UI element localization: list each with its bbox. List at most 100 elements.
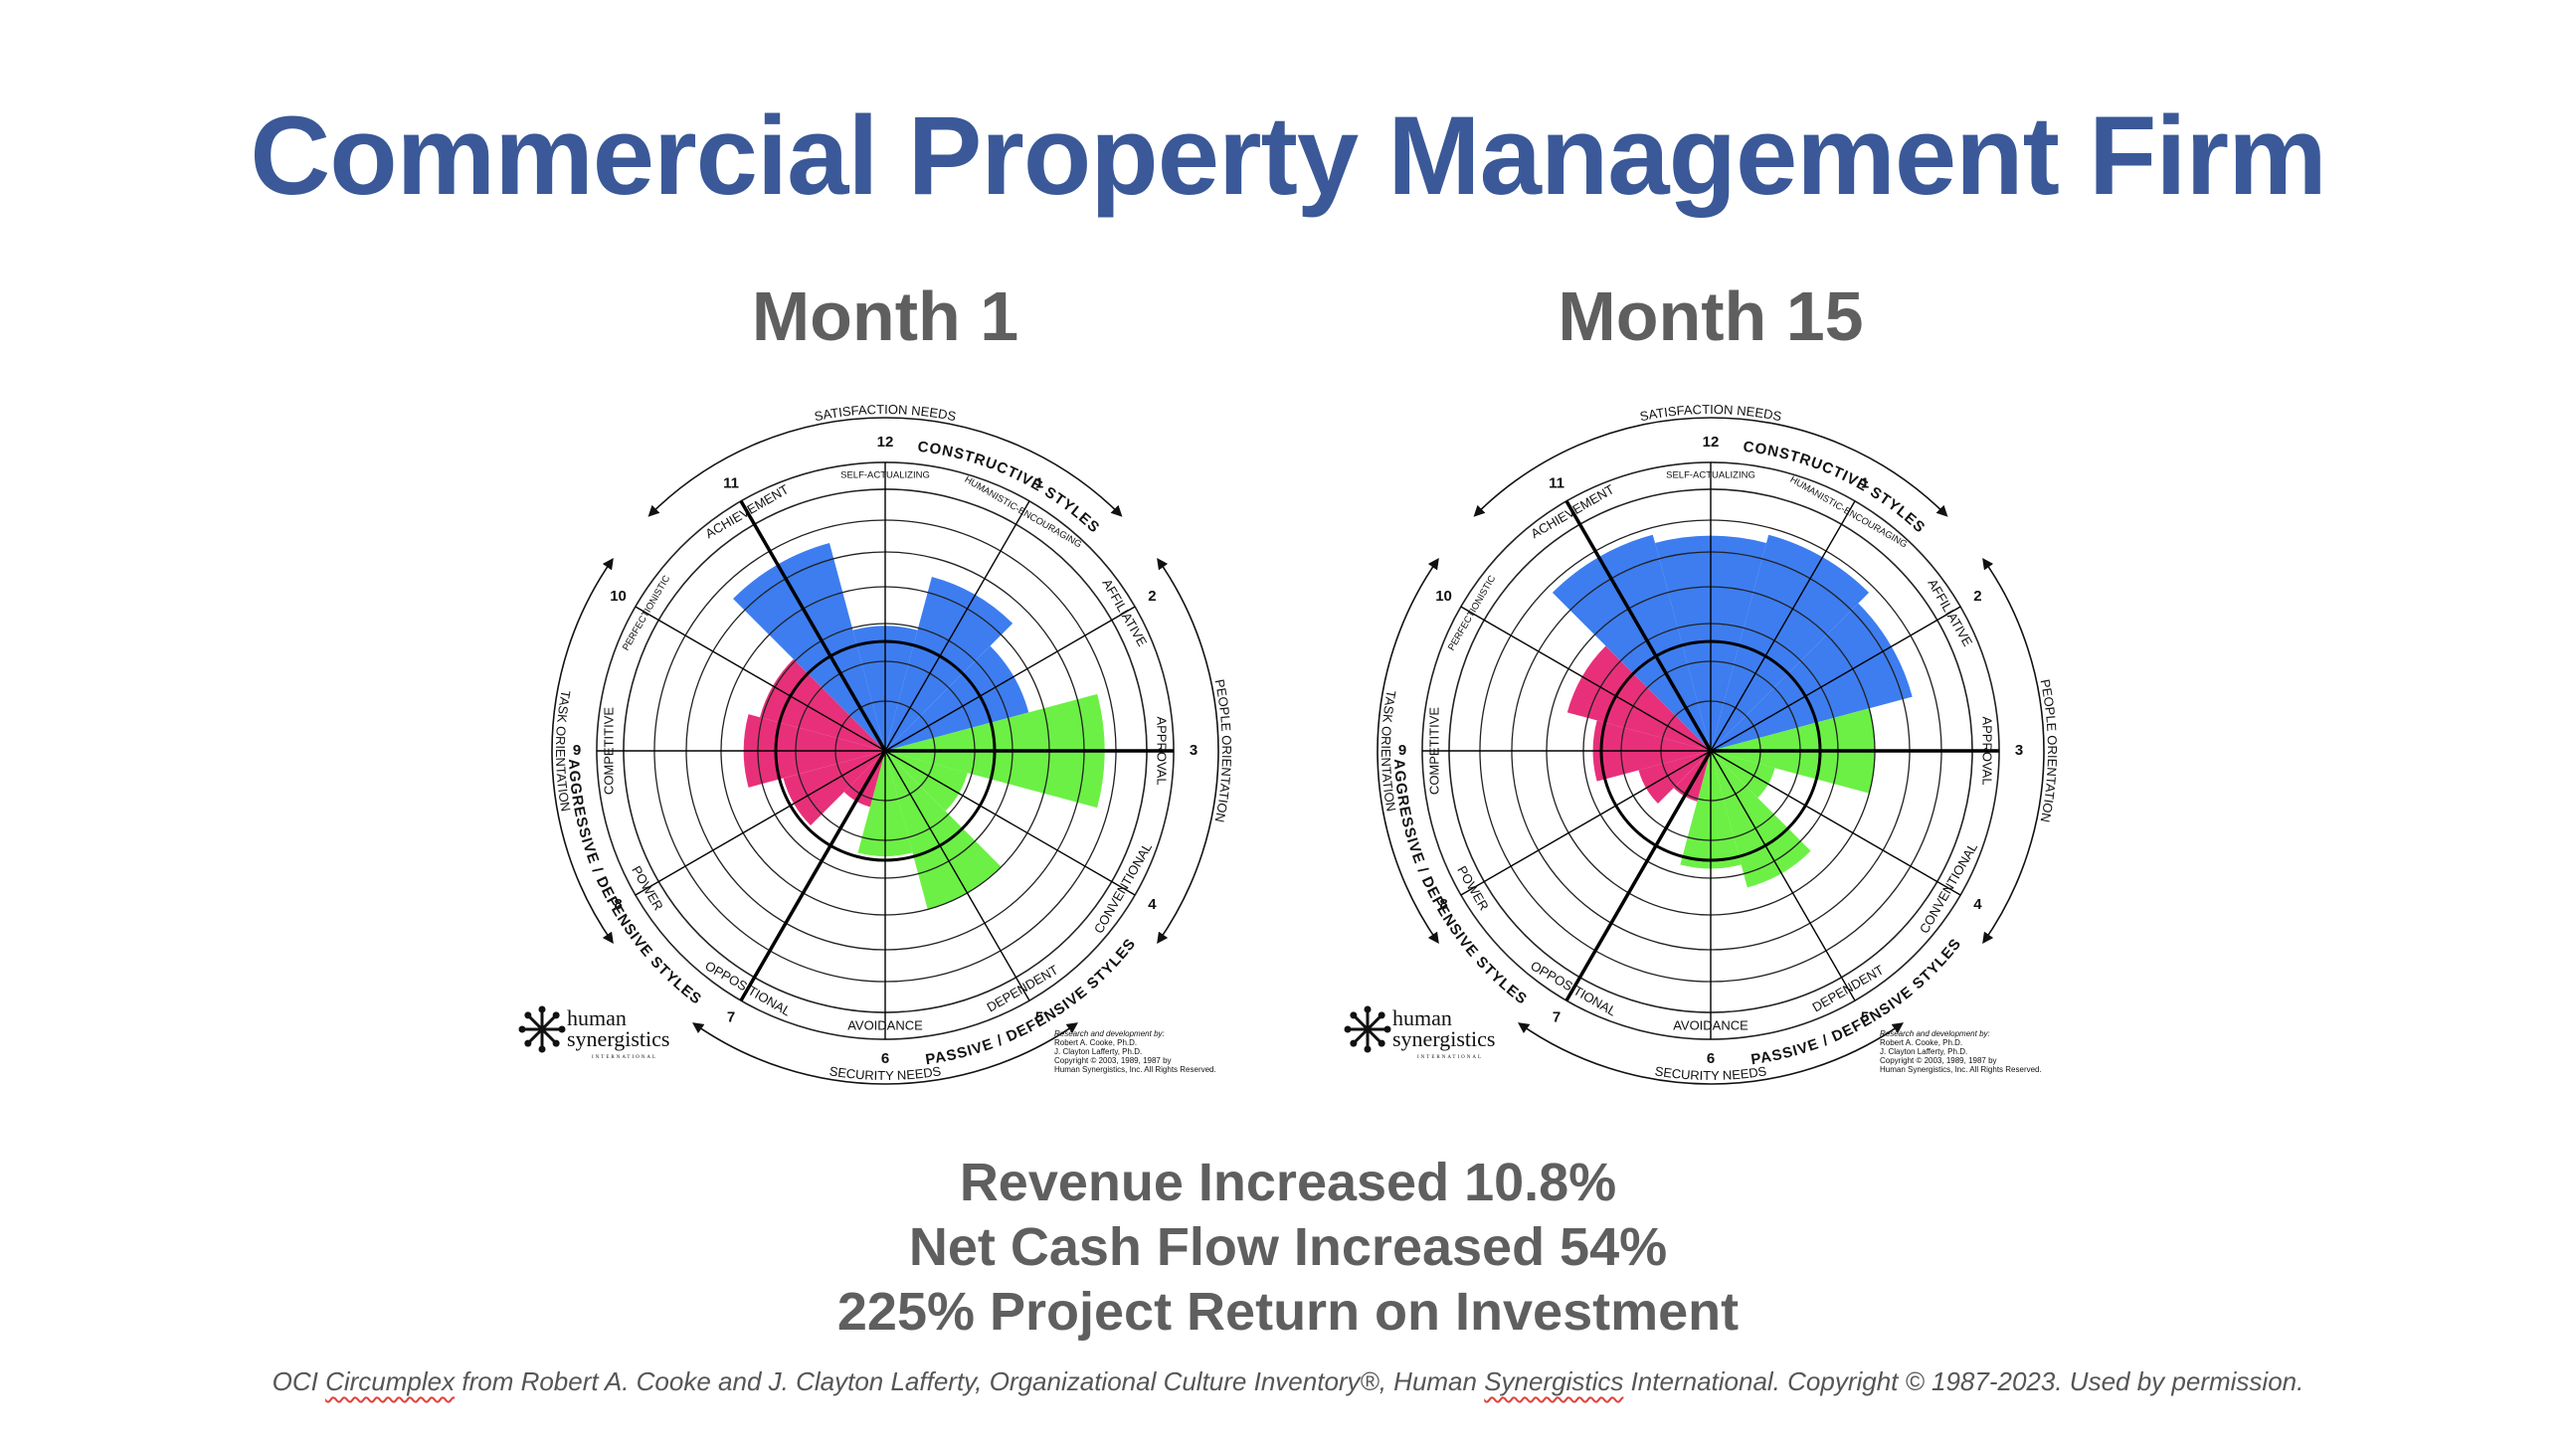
- style-label-4: CONVENTIONAL: [1091, 840, 1155, 936]
- style-divider: [635, 750, 886, 896]
- style-label-12: SELF-ACTUALIZING: [1666, 470, 1755, 481]
- satisfaction-needs-label: SATISFACTION NEEDS: [813, 402, 958, 424]
- style-number-6: 6: [1707, 1050, 1715, 1067]
- style-number-3: 3: [2015, 742, 2023, 759]
- style-divider: [884, 606, 1136, 752]
- grid-ring: [1620, 660, 1801, 841]
- style-label-6: AVOIDANCE: [1673, 1017, 1748, 1032]
- credit-line: Human Synergistics, Inc. All Rights Rese…: [1880, 1065, 2042, 1074]
- style-number-7: 7: [727, 1008, 735, 1025]
- cluster-divider: [739, 499, 887, 752]
- style-divider: [1710, 750, 1961, 896]
- style-number-11: 11: [1549, 475, 1564, 492]
- people-orientation-label: PEOPLE ORIENTATION: [2038, 678, 2060, 823]
- style-divider: [1710, 500, 1856, 752]
- circumplex-chart-month-15: HUMANISTIC-ENCOURAGING1AFFILIATIVE2APPRO…: [1344, 402, 2060, 1085]
- footer-citation: OCI Circumplex from Robert A. Cooke and …: [272, 1366, 2304, 1396]
- style-number-4: 4: [1973, 896, 1982, 913]
- people-orientation-arrow: [1982, 558, 2045, 944]
- circumplex-chart-month-1: HUMANISTIC-ENCOURAGING1AFFILIATIVE2APPRO…: [518, 402, 1234, 1085]
- style-label-3: APPROVAL: [1980, 716, 1995, 785]
- month-15-title: Month 15: [1558, 277, 1864, 355]
- credit-line: Research and development by:: [1880, 1029, 1990, 1038]
- median-ring: [774, 639, 997, 862]
- security-needs-arrow: [692, 1022, 1078, 1085]
- style-number-1: 1: [1861, 475, 1869, 492]
- grid-ring: [1546, 586, 1876, 916]
- style-divider: [596, 750, 886, 752]
- bar-style-4: [1711, 751, 1775, 799]
- cluster-divider: [739, 750, 887, 1002]
- aggressive-defensive-styles-label: AGGRESSIVE / DEFENSIVE STYLES: [1390, 759, 1531, 1008]
- style-number-10: 10: [1435, 588, 1452, 605]
- style-number-10: 10: [610, 588, 627, 605]
- satisfaction-needs-arrow: [1473, 417, 1948, 517]
- style-label-9: COMPETITIVE: [1426, 707, 1441, 795]
- grid-ring: [720, 586, 1050, 916]
- outer-ring: [623, 488, 1148, 1013]
- bar-style-10: [760, 658, 885, 751]
- style-number-11: 11: [723, 475, 739, 492]
- cluster-divider: [1564, 499, 1713, 752]
- security-needs-label: SECURITY NEEDS: [828, 1063, 943, 1083]
- style-label-3: APPROVAL: [1155, 716, 1170, 785]
- cluster-divider: [884, 749, 1174, 753]
- people-orientation-label: PEOPLE ORIENTATION: [1212, 678, 1234, 823]
- style-divider: [635, 606, 886, 752]
- style-label-11: ACHIEVEMENT: [1529, 481, 1617, 541]
- style-label-4: CONVENTIONAL: [1917, 840, 1980, 936]
- bar-style-8: [1638, 751, 1711, 805]
- style-divider: [1421, 750, 1712, 752]
- grid-ring: [1660, 700, 1761, 802]
- style-divider: [884, 500, 1030, 752]
- bar-style-11: [733, 543, 885, 751]
- style-label-10: PERFECTIONISTIC: [1446, 574, 1498, 653]
- bar-style-7: [843, 751, 885, 808]
- satisfaction-needs-label: SATISFACTION NEEDS: [1638, 402, 1783, 424]
- task-orientation-label: TASK ORIENTATION: [553, 689, 574, 813]
- style-divider: [1460, 606, 1712, 752]
- result-roi: 225% Project Return on Investment: [836, 1282, 1740, 1342]
- outer-ring: [1448, 488, 1973, 1013]
- cluster-divider: [1710, 749, 1999, 753]
- style-label-8: POWER: [629, 863, 666, 913]
- bar-style-4: [885, 751, 968, 812]
- style-number-1: 1: [1035, 475, 1043, 492]
- grid-ring: [1479, 519, 1942, 983]
- bar-style-2: [1711, 603, 1913, 751]
- grid-ring: [757, 623, 1013, 879]
- style-number-5: 5: [1861, 1008, 1869, 1025]
- credit-line: Robert A. Cooke, Ph.D.: [1054, 1038, 1137, 1047]
- style-divider: [1460, 750, 1712, 896]
- cluster-divider: [1564, 750, 1713, 1002]
- style-number-12: 12: [1703, 434, 1720, 451]
- people-orientation-arrow: [1157, 558, 1219, 944]
- style-number-9: 9: [1398, 742, 1406, 759]
- style-divider: [884, 750, 1030, 1001]
- style-divider: [884, 750, 1136, 896]
- security-needs-arrow: [1518, 1022, 1904, 1085]
- task-orientation-label: TASK ORIENTATION: [1379, 689, 1399, 813]
- style-number-3: 3: [1190, 742, 1197, 759]
- svg-text:synergistics: synergistics: [1392, 1026, 1495, 1051]
- style-label-7: OPPOSITIONAL: [1528, 958, 1618, 1018]
- grid-ring: [834, 700, 936, 802]
- style-number-5: 5: [1035, 1008, 1043, 1025]
- svg-text:synergistics: synergistics: [567, 1026, 669, 1051]
- style-number-4: 4: [1148, 896, 1157, 913]
- style-label-6: AVOIDANCE: [847, 1017, 923, 1032]
- svg-text:human: human: [1392, 1005, 1452, 1030]
- result-cash-flow: Net Cash Flow Increased 54%: [908, 1217, 1668, 1277]
- style-number-7: 7: [1553, 1008, 1561, 1025]
- credit-line: Copyright © 2003, 1989, 1987 by: [1054, 1056, 1172, 1065]
- style-divider: [884, 750, 886, 1039]
- credit-line: J. Clayton Lafferty, Ph.D.: [1054, 1047, 1142, 1056]
- satisfaction-needs-arrow: [647, 417, 1123, 517]
- style-number-2: 2: [1973, 588, 1981, 605]
- grid-ring: [653, 519, 1117, 983]
- security-needs-label: SECURITY NEEDS: [1654, 1063, 1768, 1083]
- grid-ring: [685, 551, 1085, 951]
- grid-ring: [1511, 551, 1911, 951]
